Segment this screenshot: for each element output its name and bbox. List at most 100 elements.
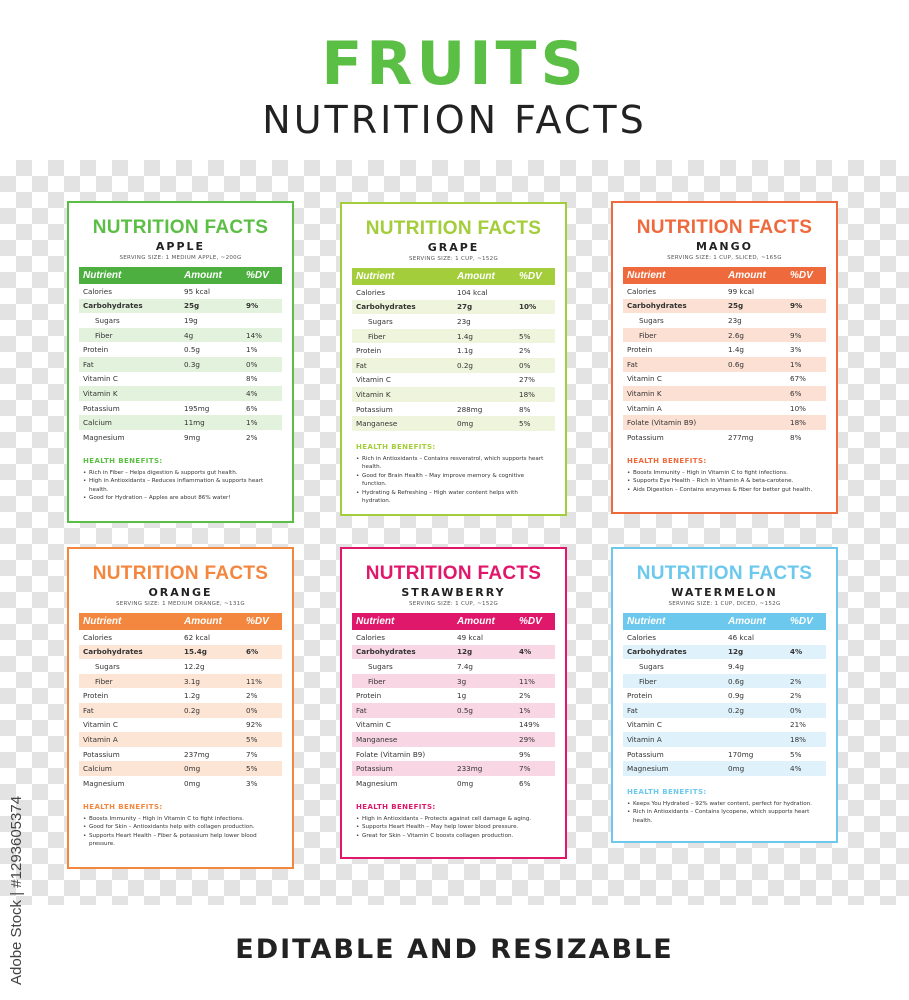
nutrition-card-apple: NUTRITION FACTS APPLE SERVING SIZE: 1 MEDI… <box>67 201 294 523</box>
table-row: Manganese 29% <box>352 732 555 747</box>
amount-value: 0.5g <box>457 705 473 715</box>
nutrient-name: Sugars <box>368 661 393 671</box>
nutrient-name: Potassium <box>83 749 120 759</box>
daily-value: 0% <box>246 705 258 715</box>
column-header: Nutrient <box>356 616 395 627</box>
amount-value: 99 kcal <box>728 286 754 296</box>
page-subtitle: NUTRITION FACTS <box>262 98 647 142</box>
column-header: Nutrient <box>83 270 122 281</box>
nutrient-name: Vitamin A <box>627 734 662 744</box>
table-row: Calories 104 kcal <box>352 285 555 300</box>
health-benefits-title: HEALTH BENEFITS: <box>83 802 163 811</box>
table-row: Vitamin A 18% <box>623 732 826 747</box>
benefit-item: Supports Heart Health – Fiber & potassiu… <box>83 832 274 849</box>
table-row: Protein 1.2g 2% <box>79 688 282 703</box>
table-row: Manganese 0mg 5% <box>352 416 555 431</box>
daily-value: 9% <box>519 749 531 759</box>
table-header: Nutrient Amount %DV <box>79 613 282 630</box>
table-row: Potassium 233mg 7% <box>352 761 555 776</box>
amount-value: 1.2g <box>184 691 200 701</box>
nutrient-name: Vitamin K <box>83 388 118 398</box>
daily-value: 3% <box>246 778 258 788</box>
daily-value: 0% <box>519 360 531 370</box>
table-row: Potassium 277mg 8% <box>623 430 826 445</box>
benefit-item: Supports Eye Health – Rich in Vitamin A … <box>627 477 818 486</box>
nutrient-name: Protein <box>627 691 653 701</box>
table-row: Protein 1.1g 2% <box>352 343 555 358</box>
table-header: Nutrient Amount %DV <box>623 267 826 284</box>
benefit-item: Boosts Immunity – High in Vitamin C to f… <box>83 815 274 824</box>
table-row: Sugars 12.2g <box>79 659 282 674</box>
daily-value: 4% <box>519 647 532 657</box>
table-row: Fat 0.2g 0% <box>79 702 282 718</box>
benefit-item: Aids Digestion – Contains enzymes & fibe… <box>627 486 818 495</box>
amount-value: 19g <box>184 315 198 325</box>
table-row: Vitamin C 149% <box>352 718 555 733</box>
table-row: Carbohydrates 12g 4% <box>623 644 826 660</box>
nutrient-name: Protein <box>356 346 382 356</box>
nutrition-card-mango: NUTRITION FACTS MANGO SERVING SIZE: 1 CUP,… <box>611 201 838 514</box>
amount-value: 25g <box>184 301 200 311</box>
nutrient-name: Fiber <box>639 330 657 340</box>
card-title: NUTRITION FACTS <box>92 217 269 238</box>
table-row: Carbohydrates 25g 9% <box>79 298 282 314</box>
table-row: Protein 0.9g 2% <box>623 688 826 703</box>
amount-value: 277mg <box>728 432 754 442</box>
benefit-item: Rich in Antioxidants – Contains resverat… <box>356 455 547 472</box>
table-row: Carbohydrates 15.4g 6% <box>79 644 282 660</box>
table-row: Carbohydrates 25g 9% <box>623 298 826 314</box>
amount-value: 0.6g <box>728 676 744 686</box>
table-row: Potassium 237mg 7% <box>79 747 282 762</box>
column-header: Nutrient <box>356 271 395 282</box>
nutrient-name: Fat <box>627 705 638 715</box>
amount-value: 25g <box>728 301 744 311</box>
table-row: Sugars 19g <box>79 313 282 328</box>
daily-value: 11% <box>519 676 535 686</box>
amount-value: 0mg <box>457 419 474 429</box>
table-row: Sugars 9.4g <box>623 659 826 674</box>
daily-value: 11% <box>246 676 262 686</box>
health-benefits-list: Rich in Fiber – Helps digestion & suppor… <box>83 469 282 503</box>
amount-value: 4g <box>184 330 194 340</box>
amount-value: 1g <box>457 691 467 701</box>
benefit-item: Hydrating & Refreshing – High water cont… <box>356 489 547 506</box>
amount-value: 0.2g <box>184 705 200 715</box>
nutrient-name: Calories <box>356 287 385 297</box>
health-benefits-list: Boosts Immunity – High in Vitamin C to f… <box>627 469 826 495</box>
daily-value: 2% <box>519 691 531 701</box>
nutrient-name: Potassium <box>627 432 664 442</box>
column-header: Nutrient <box>83 616 122 627</box>
column-header: Amount <box>728 270 766 281</box>
daily-value: 149% <box>519 720 540 730</box>
amount-value: 15.4g <box>184 647 207 657</box>
daily-value: 9% <box>246 301 259 311</box>
table-row: Vitamin K 4% <box>79 386 282 401</box>
nutrient-name: Protein <box>83 691 109 701</box>
table-row: Vitamin K 18% <box>352 387 555 402</box>
nutrient-name: Manganese <box>356 734 398 744</box>
health-benefits-title: HEALTH BENEFITS: <box>356 802 436 811</box>
table-header: Nutrient Amount %DV <box>623 613 826 630</box>
amount-value: 2.6g <box>728 330 744 340</box>
daily-value: 10% <box>790 403 806 413</box>
nutrient-name: Calcium <box>83 764 112 774</box>
daily-value: 5% <box>790 749 802 759</box>
nutrient-name: Fiber <box>95 330 113 340</box>
amount-value: 11mg <box>184 418 205 428</box>
daily-value: 2% <box>246 691 258 701</box>
nutrient-name: Carbohydrates <box>356 647 416 657</box>
table-row: Vitamin C 8% <box>79 372 282 387</box>
column-header: Nutrient <box>627 616 666 627</box>
nutrient-name: Carbohydrates <box>83 647 143 657</box>
daily-value: 92% <box>246 720 262 730</box>
serving-size: SERVING SIZE: 1 MEDIUM ORANGE, ~131G <box>115 601 245 607</box>
daily-value: 5% <box>519 419 531 429</box>
daily-value: 8% <box>246 374 258 384</box>
nutrient-name: Calories <box>83 286 112 296</box>
health-benefits-list: High in Antioxidants – Protects against … <box>356 815 555 841</box>
daily-value: 5% <box>246 764 258 774</box>
daily-value: 7% <box>519 764 531 774</box>
table-row: Folate (Vitamin B9) 9% <box>352 747 555 762</box>
table-row: Calories 62 kcal <box>79 630 282 645</box>
table-row: Potassium 288mg 8% <box>352 402 555 417</box>
